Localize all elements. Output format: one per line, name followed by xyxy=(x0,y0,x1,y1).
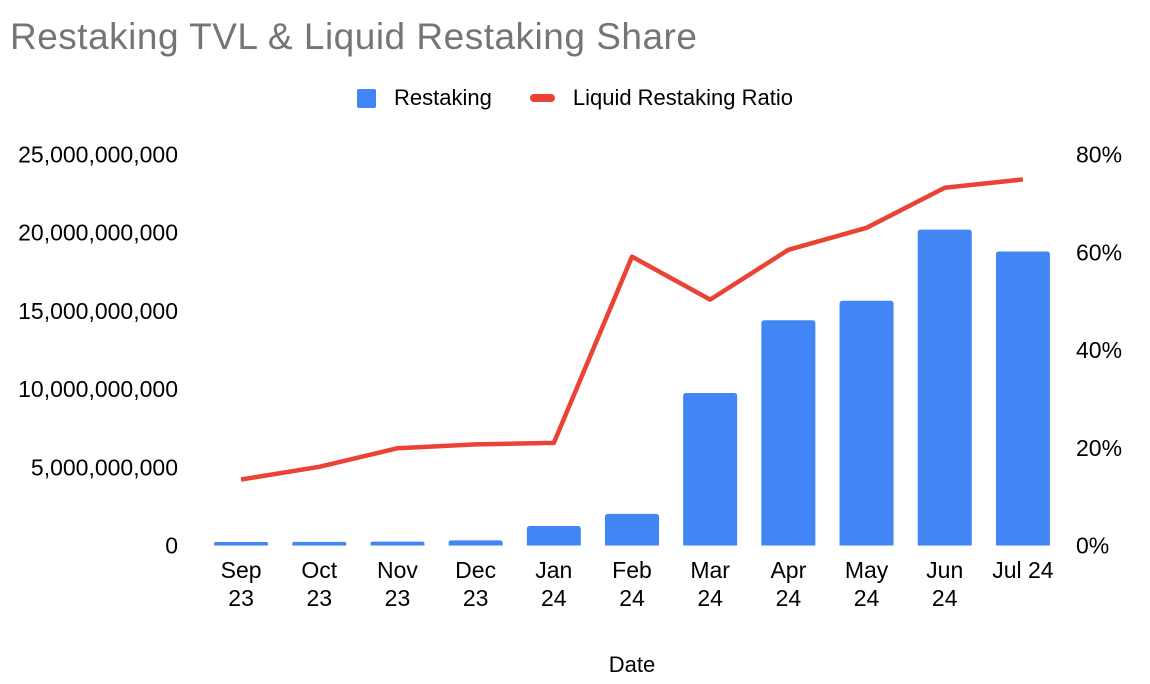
left-axis-tick: 20,000,000,000 xyxy=(18,220,178,246)
bar-jan-24[interactable] xyxy=(526,525,581,546)
x-axis-label: 23 xyxy=(228,585,254,611)
left-axis-tick: 15,000,000,000 xyxy=(18,298,178,324)
right-axis-tick: 0% xyxy=(1076,533,1109,559)
x-axis-label: Apr xyxy=(770,557,806,583)
restaking-series-swatch-icon xyxy=(357,88,376,108)
bar-may-24[interactable] xyxy=(839,300,894,546)
x-axis-label: 24 xyxy=(619,585,645,611)
x-axis-label: 24 xyxy=(776,585,802,611)
x-axis-label: Feb xyxy=(612,557,652,583)
legend-item-restaking[interactable]: Restaking xyxy=(357,85,492,111)
legend-item-liquid-restaking-ratio[interactable]: Liquid Restaking Ratio xyxy=(529,85,793,111)
x-axis-label: Mar xyxy=(690,557,730,583)
left-axis-tick: 10,000,000,000 xyxy=(18,376,178,402)
x-axis-label: Oct xyxy=(301,557,337,583)
bar-mar-24[interactable] xyxy=(683,393,738,546)
liquid-restaking-ratio-series-swatch-icon xyxy=(529,94,555,102)
legend: Restaking Liquid Restaking Ratio xyxy=(0,84,1150,112)
x-axis-label: Nov xyxy=(377,557,418,583)
bar-dec-23[interactable] xyxy=(448,540,503,546)
legend-label-liquid-restaking-ratio: Liquid Restaking Ratio xyxy=(572,85,793,110)
x-axis-label: 24 xyxy=(541,585,567,611)
right-axis-tick: 60% xyxy=(1076,239,1122,265)
bar-jun-24[interactable] xyxy=(917,229,972,546)
bar-apr-24[interactable] xyxy=(761,320,816,546)
bar-feb-24[interactable] xyxy=(605,513,659,546)
x-axis-label: Dec xyxy=(455,557,496,583)
left-axis-tick: 25,000,000,000 xyxy=(18,142,178,168)
bar-sep-23[interactable] xyxy=(214,542,269,546)
x-axis-title: Date xyxy=(609,652,655,677)
chart-title: Restaking TVL & Liquid Restaking Share xyxy=(10,16,698,57)
x-axis-label: Sep xyxy=(221,557,262,583)
x-axis-label: Jun xyxy=(926,557,963,583)
left-axis-tick: 5,000,000,000 xyxy=(31,454,178,480)
left-axis-tick: 0 xyxy=(165,533,178,559)
bar-nov-23[interactable] xyxy=(370,541,425,546)
x-axis-label: May xyxy=(845,557,889,583)
right-axis-tick: 40% xyxy=(1076,337,1122,363)
x-axis-label: 23 xyxy=(306,585,332,611)
x-axis-label: Jul 24 xyxy=(992,557,1054,583)
x-axis-label: 23 xyxy=(385,585,411,611)
x-axis-label: Jan xyxy=(535,557,572,583)
right-axis-tick: 20% xyxy=(1076,435,1122,461)
liquid-restaking-ratio-line[interactable] xyxy=(240,177,1024,482)
x-axis-label: 24 xyxy=(932,585,958,611)
bar-oct-23[interactable] xyxy=(292,541,347,546)
bar-jul-24[interactable] xyxy=(995,251,1050,546)
x-axis-label: 24 xyxy=(854,585,880,611)
legend-label-restaking: Restaking xyxy=(394,85,492,110)
right-axis-tick: 80% xyxy=(1076,142,1122,168)
x-axis-label: 24 xyxy=(697,585,723,611)
x-axis-label: 23 xyxy=(463,585,489,611)
